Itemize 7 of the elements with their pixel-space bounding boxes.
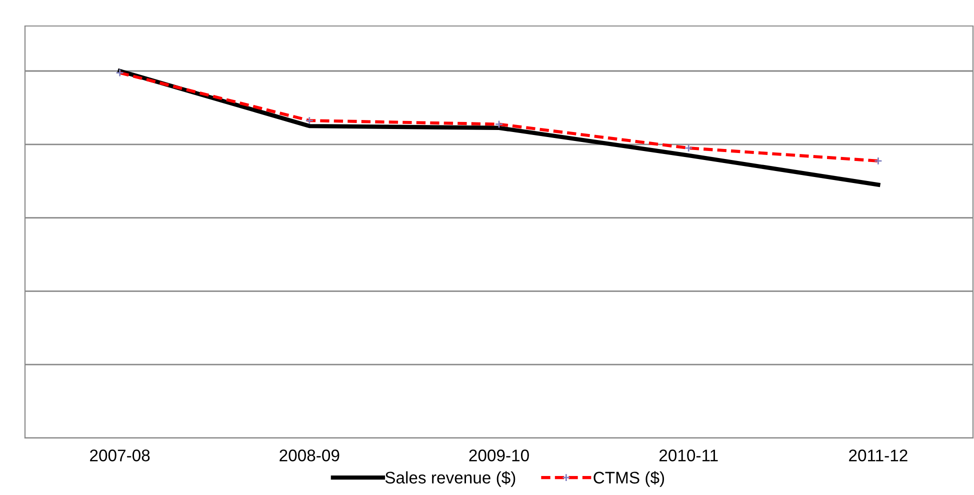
x-tick-label: 2008-09 [280, 450, 340, 462]
x-tick-label: 2007-08 [90, 450, 150, 462]
x-tick-label: 2009-10 [469, 450, 529, 462]
legend-label: Sales revenue ($) [385, 471, 516, 487]
x-tick-label: 2010-11 [659, 450, 718, 462]
legend-label: CTMS ($) [594, 471, 664, 487]
x-tick-label: 2011-12 [849, 450, 908, 462]
